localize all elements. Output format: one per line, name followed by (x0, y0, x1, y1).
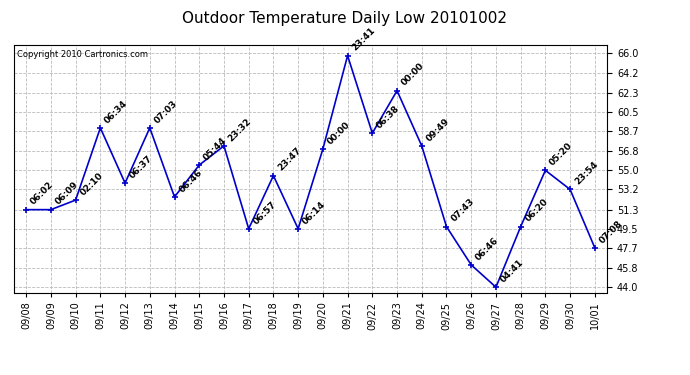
Text: 23:41: 23:41 (351, 26, 377, 53)
Text: 09:49: 09:49 (424, 116, 451, 143)
Text: 06:46: 06:46 (474, 236, 501, 262)
Text: 07:08: 07:08 (598, 219, 624, 245)
Text: 04:41: 04:41 (499, 258, 525, 284)
Text: 23:32: 23:32 (227, 117, 253, 143)
Text: 00:00: 00:00 (400, 62, 426, 88)
Text: 05:20: 05:20 (548, 141, 575, 168)
Text: 23:47: 23:47 (276, 146, 303, 173)
Text: 06:20: 06:20 (524, 197, 550, 224)
Text: 06:34: 06:34 (103, 99, 130, 125)
Text: 00:00: 00:00 (326, 120, 352, 146)
Text: 05:44: 05:44 (202, 135, 228, 162)
Text: 06:37: 06:37 (128, 154, 155, 180)
Text: 07:03: 07:03 (152, 99, 179, 125)
Text: 07:43: 07:43 (449, 197, 476, 224)
Text: 06:46: 06:46 (177, 168, 204, 194)
Text: 06:14: 06:14 (301, 200, 328, 226)
Text: 06:09: 06:09 (54, 180, 80, 207)
Text: Outdoor Temperature Daily Low 20101002: Outdoor Temperature Daily Low 20101002 (182, 11, 508, 26)
Text: 02:10: 02:10 (79, 171, 105, 197)
Text: 06:02: 06:02 (29, 180, 55, 207)
Text: 06:57: 06:57 (251, 200, 278, 226)
Text: 23:54: 23:54 (573, 160, 600, 187)
Text: 06:38: 06:38 (375, 104, 402, 130)
Text: Copyright 2010 Cartronics.com: Copyright 2010 Cartronics.com (17, 50, 148, 59)
